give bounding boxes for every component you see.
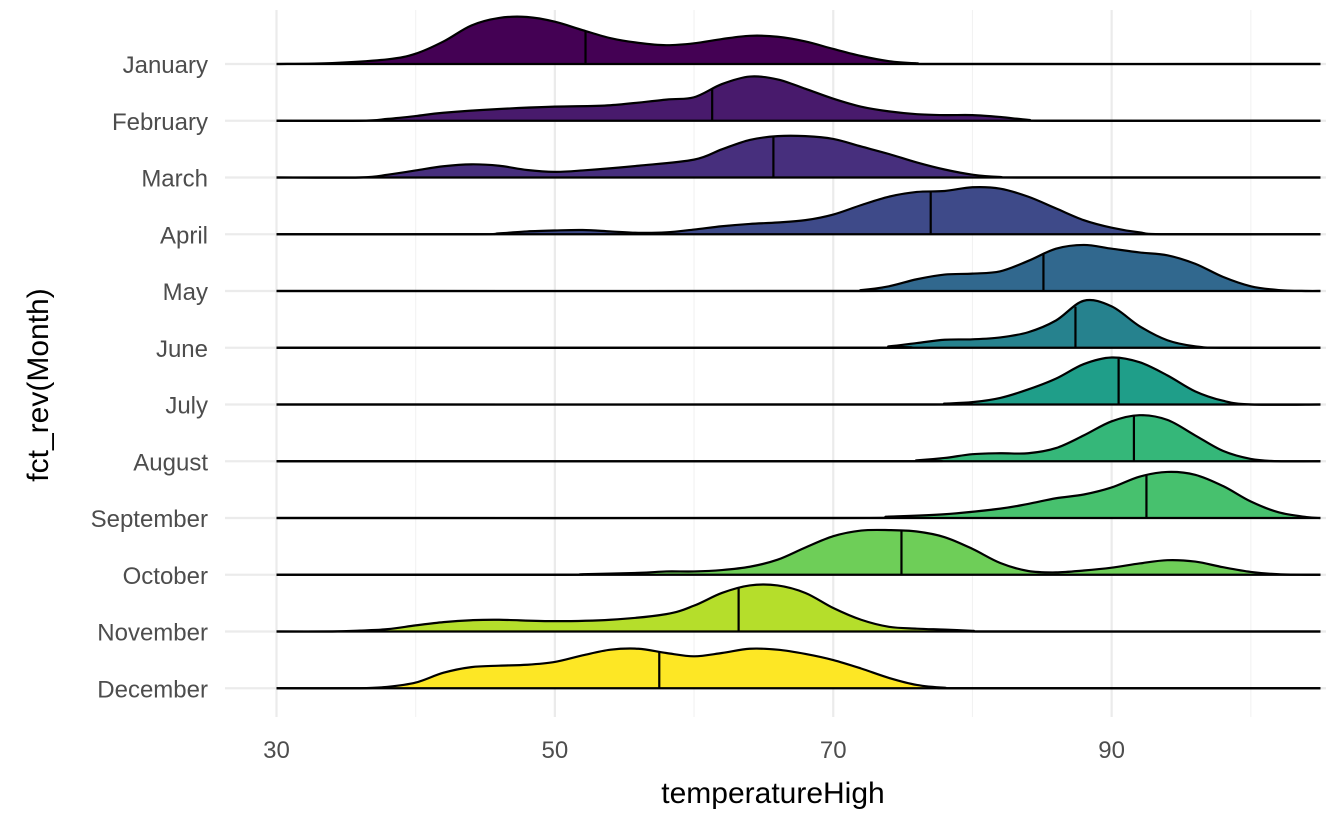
ridge-fill (276, 135, 1321, 178)
ridge-june (276, 298, 1321, 349)
ridge-october (276, 528, 1321, 576)
ridge-fill (276, 76, 1321, 121)
ridge-august (276, 414, 1321, 463)
ridge-fill (276, 648, 1321, 689)
ridge-outline (276, 583, 1321, 633)
ridge-outline (276, 647, 1321, 690)
ridge-fill (276, 357, 1321, 405)
x-tick-labels: 30 50 70 90 (263, 737, 1125, 764)
y-tick-label: January (123, 52, 208, 79)
y-tick-label: September (91, 506, 208, 533)
ridge-fill (276, 584, 1321, 632)
ridge-fill (276, 244, 1321, 292)
ridge-march (276, 134, 1321, 179)
ridge-november (276, 583, 1321, 633)
ridge-september (276, 470, 1321, 520)
x-axis-title: temperatureHigh (661, 777, 884, 810)
y-tick-label: May (163, 279, 208, 306)
ridge-outline (276, 185, 1321, 236)
ridge-outline (276, 15, 1321, 66)
y-axis-title: fct_rev(Month) (22, 288, 55, 481)
y-tick-label: August (133, 449, 208, 476)
y-tick-label: October (123, 563, 208, 590)
y-tick-label: December (97, 676, 208, 703)
y-tick-label: February (112, 109, 208, 136)
y-tick-label: June (156, 336, 208, 363)
y-tick-label: March (141, 166, 208, 193)
x-tick-label: 50 (542, 737, 569, 764)
y-tick-label: April (160, 222, 208, 249)
ridge-fill (276, 471, 1321, 519)
ridge-february (276, 75, 1321, 122)
ridge-fill (276, 415, 1321, 462)
x-tick-label: 70 (820, 737, 847, 764)
ridge-fill (276, 187, 1321, 235)
ridge-january (276, 15, 1321, 66)
ridge-july (276, 356, 1321, 406)
y-tick-label: November (97, 620, 208, 647)
ridge-fill (276, 529, 1321, 575)
ridge-outline (276, 528, 1321, 576)
ridge-outline (276, 134, 1321, 179)
x-tick-label: 90 (1098, 737, 1125, 764)
ridge-may (276, 243, 1321, 293)
ridges (276, 15, 1321, 690)
ridge-december (276, 647, 1321, 690)
ridge-outline (276, 75, 1321, 122)
y-tick-label: July (165, 393, 208, 420)
y-tick-labels: January February March April May June July Augu… (91, 52, 209, 703)
x-tick-label: 30 (263, 737, 290, 764)
ridge-fill (276, 300, 1321, 348)
ridge-april (276, 185, 1321, 236)
